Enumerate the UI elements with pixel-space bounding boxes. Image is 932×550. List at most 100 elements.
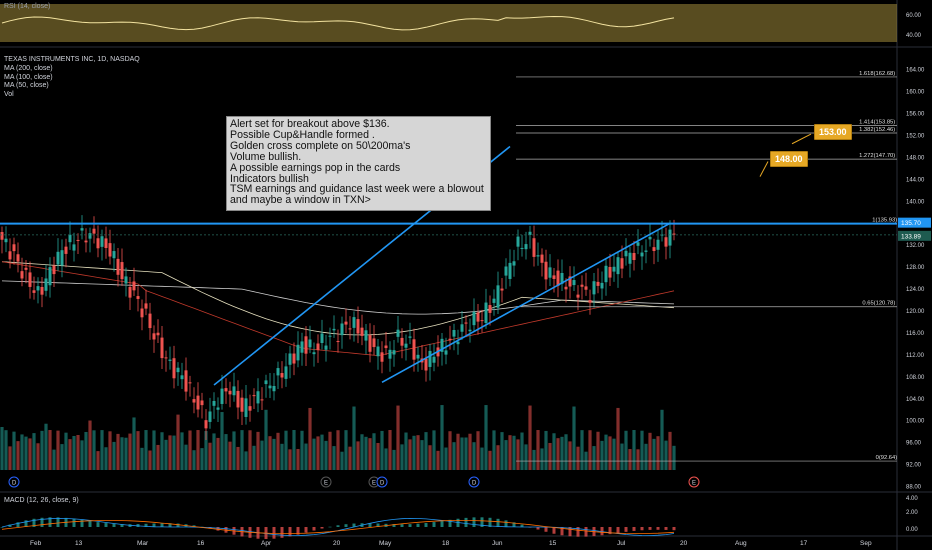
volume-bar [504, 440, 508, 470]
volume-bar [300, 430, 304, 470]
volume-bar [100, 430, 104, 470]
note-line: TSM earnings and guidance last week were… [230, 183, 484, 196]
volume-bar [216, 437, 220, 470]
volume-bar [156, 444, 160, 470]
volume-bar [208, 442, 212, 470]
volume-bar [256, 431, 260, 470]
candle-body [512, 261, 516, 266]
macd-histogram-bar [408, 524, 412, 527]
volume-bar [580, 430, 584, 470]
candle-body [64, 246, 68, 254]
volume-bar [668, 431, 672, 470]
candle-body [624, 250, 628, 257]
candle-body [316, 343, 320, 351]
volume-bar [372, 433, 376, 470]
target-tag-148[interactable]: 148.00 [770, 151, 808, 168]
candle-body [248, 406, 252, 411]
note-line: Volume bullish. [230, 150, 302, 163]
event-marker [8, 476, 20, 488]
volume-bar [132, 417, 136, 470]
volume-bar [272, 438, 276, 470]
macd-tick: 0.00 [906, 527, 918, 533]
macd-histogram-bar [272, 527, 276, 539]
candle-body [544, 261, 548, 280]
macd-histogram-bar [664, 527, 668, 530]
candle-body [464, 322, 468, 324]
volume-bar [92, 430, 96, 470]
macd-histogram-bar [656, 527, 660, 530]
volume-bar [392, 449, 396, 470]
volume-bar [128, 433, 132, 470]
candle-body [120, 262, 124, 280]
candle-body [472, 311, 476, 326]
candle-body [124, 276, 128, 284]
macd-tick: 2.00 [906, 510, 918, 516]
volume-bar [436, 450, 440, 470]
macd-histogram-bar [472, 517, 476, 527]
candle-body [504, 266, 508, 276]
legend-ma200[interactable]: MA (200, close) [4, 64, 53, 72]
volume-bar [644, 443, 648, 470]
volume-bar [28, 438, 32, 470]
volume-bar [68, 439, 72, 470]
volume-bar [104, 447, 108, 470]
candle-body [352, 317, 356, 328]
volume-bar [464, 437, 468, 470]
candle-body [448, 338, 452, 341]
candle-body [532, 238, 536, 257]
y-tick-label: 148.00 [906, 155, 925, 161]
candle-body [132, 281, 136, 291]
candle-body [620, 258, 624, 269]
volume-bar [532, 449, 536, 470]
candle-body [328, 335, 332, 337]
legend-ma100[interactable]: MA (100, close) [4, 73, 53, 81]
volume-bar [520, 432, 524, 470]
candle-body [564, 286, 568, 290]
event-marker-label: E [324, 481, 328, 487]
volume-bar [116, 433, 120, 470]
candle-body [232, 386, 236, 396]
volume-bar [40, 430, 44, 470]
y-tick-label: 160.00 [906, 90, 925, 96]
target-tag-153[interactable]: 153.00 [814, 124, 852, 141]
candle-body [96, 238, 100, 249]
volume-bar [108, 431, 112, 470]
fib-label: 1(135.93) [872, 218, 897, 224]
macd-histogram-bar [624, 527, 628, 532]
volume-bar [80, 440, 84, 470]
rsi-tick: 40.00 [906, 33, 922, 39]
candle-body [340, 323, 344, 336]
candle-body [256, 391, 260, 404]
macd-histogram-bar [120, 524, 124, 527]
macd-histogram-bar [552, 527, 556, 534]
candle-body [140, 308, 144, 318]
candle-body [616, 257, 620, 275]
candle-body [312, 352, 316, 355]
y-tick-label: 120.00 [906, 309, 925, 315]
legend-vol[interactable]: Vol [4, 91, 14, 99]
volume-bar [8, 446, 12, 470]
volume-bar [588, 430, 592, 470]
volume-bar [468, 433, 472, 470]
candle-body [304, 336, 308, 354]
volume-bar [564, 434, 568, 470]
volume-bar [324, 440, 328, 470]
annotation-note[interactable]: Alert set for breakout above $136. Possi… [226, 116, 491, 211]
volume-bar [388, 430, 392, 470]
macd-histogram-bar [640, 527, 644, 531]
volume-bar [432, 430, 436, 470]
candle-body [136, 296, 140, 299]
candle-body [284, 366, 288, 379]
legend-ma50[interactable]: MA (50, close) [4, 82, 49, 90]
candle-body [480, 320, 484, 322]
x-tick-label: 16 [197, 540, 205, 547]
candle-body [196, 395, 200, 410]
event-marker [376, 476, 388, 488]
candle-body [356, 319, 360, 334]
candle-body [192, 399, 196, 403]
candle-body [592, 281, 596, 295]
fib-label: 1.618(162.68) [859, 71, 895, 77]
macd-histogram-bar [432, 522, 436, 527]
volume-bar [212, 433, 216, 470]
